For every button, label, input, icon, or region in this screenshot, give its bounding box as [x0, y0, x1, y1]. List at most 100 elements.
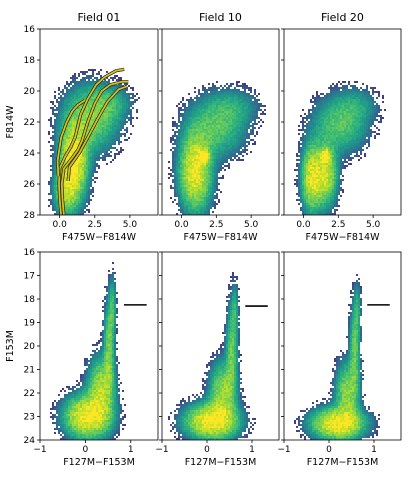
density-cell	[88, 101, 90, 103]
density-cell	[118, 129, 120, 131]
density-cell	[52, 171, 54, 173]
density-cell	[56, 135, 58, 137]
density-cell	[218, 123, 220, 125]
density-cell	[318, 155, 320, 157]
density-cell	[72, 167, 74, 169]
density-cell	[208, 199, 210, 201]
density-cell	[198, 129, 200, 131]
density-cell	[310, 205, 312, 207]
density-cell	[204, 93, 206, 95]
density-cell	[296, 185, 298, 187]
density-cell	[56, 139, 58, 141]
y-tick-label: 20	[24, 87, 36, 97]
density-cell	[328, 201, 330, 203]
density-cell	[222, 117, 224, 119]
density-cell	[188, 165, 190, 167]
density-cell	[190, 159, 192, 161]
density-cell	[234, 143, 236, 145]
density-cell	[218, 157, 220, 159]
density-cell	[88, 103, 90, 105]
density-cell	[72, 81, 74, 83]
density-cell	[178, 173, 180, 175]
density-cell	[212, 139, 214, 141]
density-cell	[204, 111, 206, 113]
density-cell	[180, 115, 182, 117]
x-axis-label: F475W−F814W	[62, 232, 137, 243]
density-cell	[184, 167, 186, 169]
density-cell	[106, 129, 108, 131]
density-cell	[62, 139, 64, 141]
density-cell	[188, 179, 190, 181]
density-cell	[240, 129, 242, 131]
density-cell	[222, 119, 224, 121]
density-cell	[302, 121, 304, 123]
density-cell	[330, 141, 332, 143]
density-cell	[100, 157, 102, 159]
density-cell	[84, 89, 86, 91]
density-cell	[56, 127, 58, 129]
density-cell	[104, 99, 106, 101]
density-cell	[92, 113, 94, 115]
density-cell	[194, 195, 196, 197]
density-cell	[326, 119, 328, 121]
density-cell	[316, 135, 318, 137]
density-cell	[94, 107, 96, 109]
density-cell	[228, 85, 230, 87]
density-cell	[324, 173, 326, 175]
density-cell	[84, 155, 86, 157]
density-cell	[88, 139, 90, 141]
density-cell	[102, 83, 104, 85]
density-cell	[234, 141, 236, 143]
density-cell	[180, 133, 182, 135]
density-cell	[198, 211, 200, 213]
density-cell	[176, 175, 178, 177]
density-cell	[90, 151, 92, 153]
density-cell	[308, 201, 310, 203]
density-cell	[60, 103, 62, 105]
density-cell	[212, 125, 214, 127]
density-cell	[224, 159, 226, 161]
density-cell	[98, 125, 100, 127]
density-cell	[214, 149, 216, 151]
density-cell	[314, 201, 316, 203]
density-cell	[74, 77, 76, 79]
density-cell	[178, 115, 180, 117]
density-cell	[120, 129, 122, 131]
density-cell	[194, 119, 196, 121]
density-cell	[172, 135, 174, 137]
density-cell	[190, 197, 192, 199]
density-cell	[194, 101, 196, 103]
density-cell	[318, 143, 320, 145]
density-cell	[212, 107, 214, 109]
density-cell	[226, 131, 228, 133]
density-cell	[64, 181, 66, 183]
density-cell	[304, 143, 306, 145]
density-cell	[216, 103, 218, 105]
density-cell	[84, 197, 86, 199]
density-cell	[234, 127, 236, 129]
density-cell	[228, 147, 230, 149]
density-cell	[124, 83, 126, 85]
density-cell	[238, 147, 240, 149]
density-cell	[184, 187, 186, 189]
density-cell	[192, 173, 194, 175]
density-cell	[68, 193, 70, 195]
density-cell	[88, 109, 90, 111]
density-cell	[212, 135, 214, 137]
density-cell	[66, 83, 68, 85]
density-cell	[102, 149, 104, 151]
density-cell	[218, 177, 220, 179]
density-cell	[92, 97, 94, 99]
density-cell	[310, 125, 312, 127]
density-cell	[204, 205, 206, 207]
density-cell	[232, 107, 234, 109]
density-cell	[316, 93, 318, 95]
density-cell	[184, 159, 186, 161]
density-cell	[70, 131, 72, 133]
density-cell	[178, 147, 180, 149]
density-cell	[124, 135, 126, 137]
density-cell	[244, 97, 246, 99]
density-cell	[328, 213, 330, 215]
density-cell	[242, 95, 244, 97]
density-cell	[50, 119, 52, 121]
